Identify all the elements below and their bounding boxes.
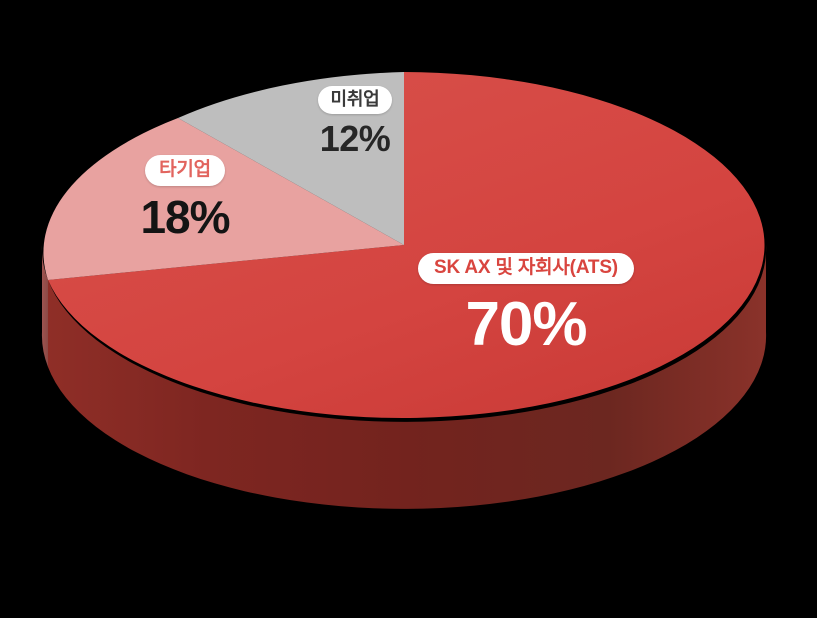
pie-3d-side-wall [41,245,767,509]
slice-value-unemployed: 12% [319,117,391,159]
slice-label-other-company[interactable]: 타기업 18% [100,155,270,240]
slice-value-other-company: 18% [140,190,230,243]
slice-label-unemployed[interactable]: 미취업 12% [299,86,411,157]
pie-top-face [43,72,765,418]
pie-slice-other-company [43,118,404,280]
pie-slice-unemployed [178,72,404,245]
slice-label-pill-unemployed: 미취업 [318,86,392,114]
slice-value-sk-ax: 70% [465,289,587,359]
slice-label-pill-sk-ax: SK AX 및 자회사(ATS) [418,253,634,284]
pie-slice-sk-ax [48,72,765,418]
slice-label-pill-other-company: 타기업 [145,155,225,186]
slice-label-sk-ax[interactable]: SK AX 및 자회사(ATS) 70% [396,253,656,356]
